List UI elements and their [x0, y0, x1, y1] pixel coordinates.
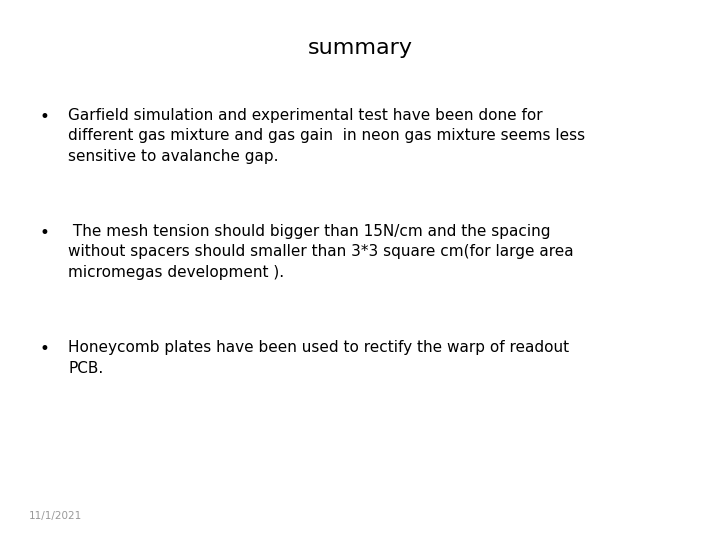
Text: •: •	[40, 224, 50, 242]
Text: The mesh tension should bigger than 15N/cm and the spacing
without spacers shoul: The mesh tension should bigger than 15N/…	[68, 224, 574, 280]
Text: Honeycomb plates have been used to rectify the warp of readout
PCB.: Honeycomb plates have been used to recti…	[68, 340, 570, 376]
Text: summary: summary	[307, 38, 413, 58]
Text: •: •	[40, 108, 50, 126]
Text: 11/1/2021: 11/1/2021	[29, 511, 82, 521]
Text: •: •	[40, 340, 50, 358]
Text: Garfield simulation and experimental test have been done for
different gas mixtu: Garfield simulation and experimental tes…	[68, 108, 585, 164]
